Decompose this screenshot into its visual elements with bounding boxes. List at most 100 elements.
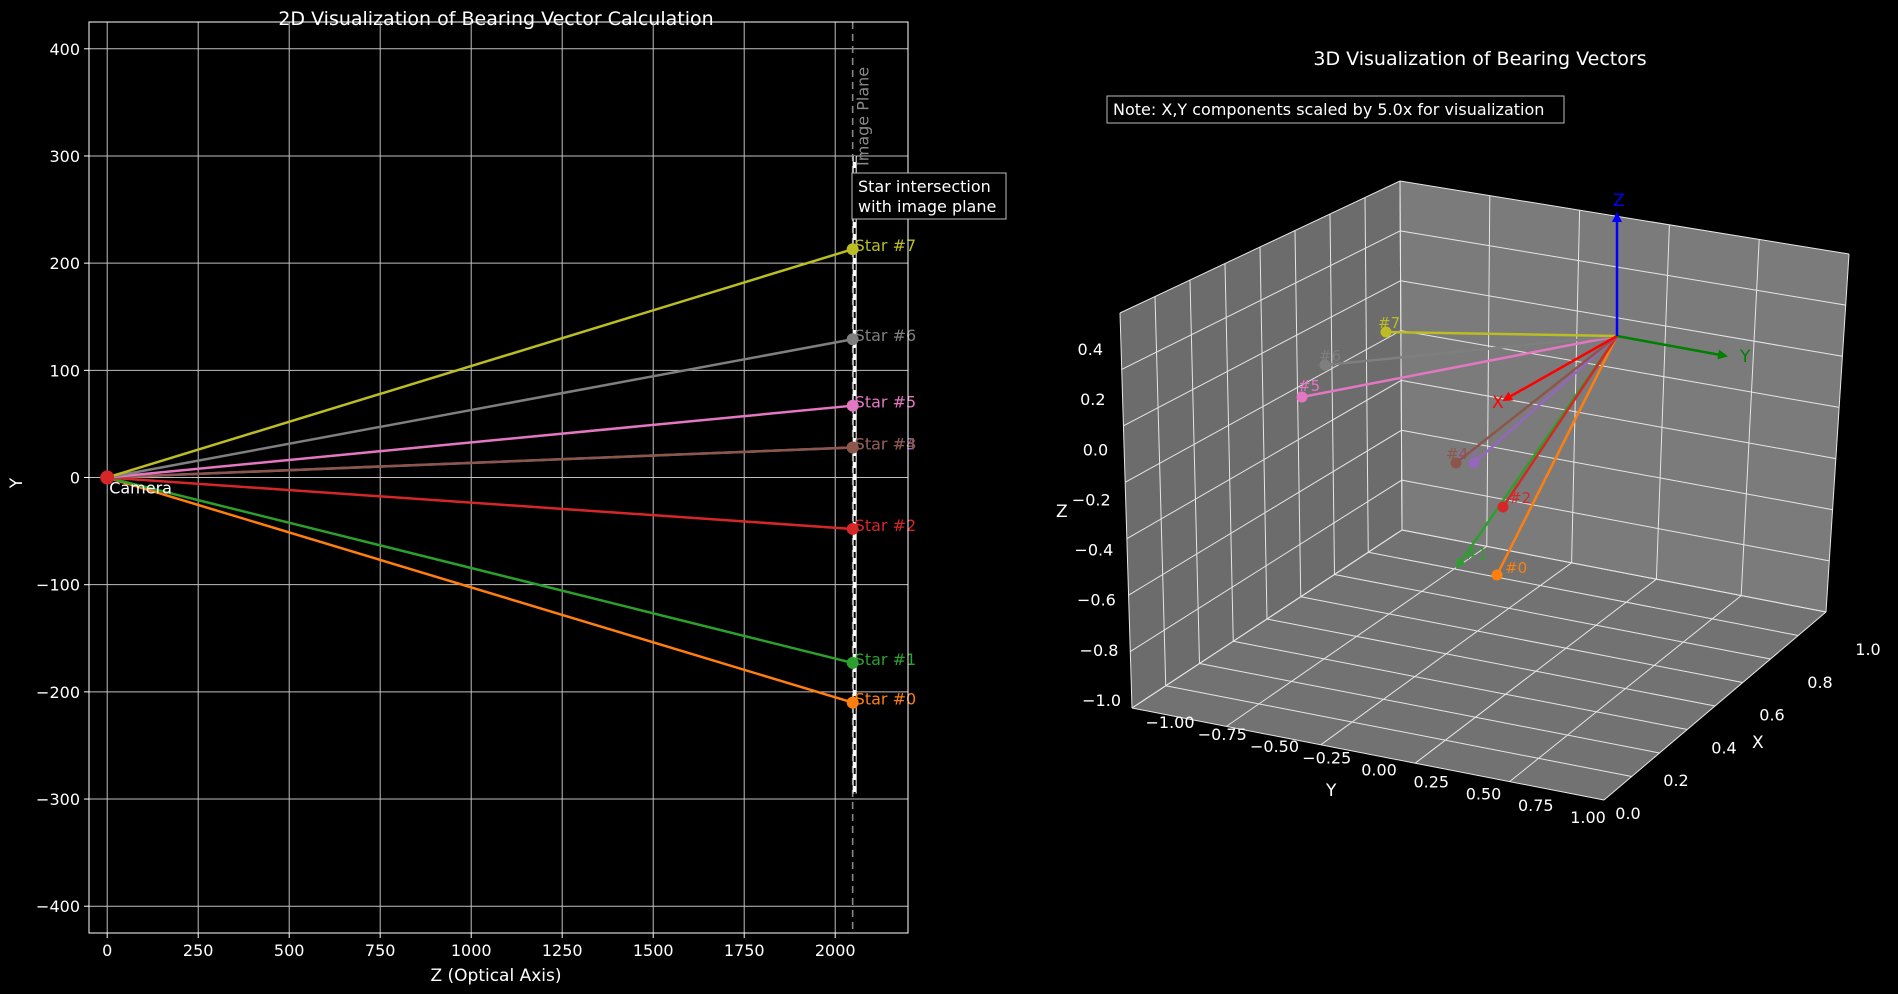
bearing-vector: [1473, 335, 1618, 464]
grid-line-x-floor: [1226, 545, 1488, 727]
z-tick-label-3d: 0.0: [1083, 440, 1108, 459]
y-tick-label-3d: 0.50: [1466, 784, 1502, 803]
x-tick-label: 1750: [724, 941, 765, 960]
bearing-vector: [1301, 334, 1618, 399]
axis-arrow: [1616, 334, 1728, 360]
y-tick-label-3d: −0.75: [1198, 725, 1247, 744]
ticks-3d: −1.00−0.75−0.50−0.250.000.250.500.751.00…: [1072, 340, 1881, 827]
y-tick-label: −400: [36, 897, 80, 916]
star-label: Star #3: [855, 434, 916, 453]
y-tick-label: 100: [49, 361, 80, 380]
x-tick-label: 1500: [633, 941, 674, 960]
note-frame: [1106, 95, 1565, 124]
x-tick-label: 0: [102, 941, 112, 960]
annotation-line: with image plane: [858, 197, 996, 216]
x-tick-label: 250: [183, 941, 214, 960]
star-ray: [107, 476, 853, 531]
grid-line-x-floor: [1603, 611, 1827, 801]
y-tick-label-3d: 1.00: [1570, 808, 1606, 827]
bearing-vector-point: [1296, 391, 1308, 403]
y-tick-label-3d: 0.25: [1413, 772, 1449, 791]
camera-label: Camera: [109, 479, 172, 498]
z-tick-label-3d: −0.8: [1080, 641, 1119, 660]
x-tick-label-3d: 1.0: [1855, 640, 1880, 659]
star-ray: [106, 476, 854, 704]
grid-line-z-left: [1130, 479, 1402, 652]
grid-line-y-floor: [1199, 663, 1660, 754]
z-tick-label-3d: −0.4: [1074, 541, 1113, 560]
bearing-vector-point: [1450, 457, 1462, 469]
grid-line-x-floor: [1414, 578, 1657, 764]
axes-frame-2d: [88, 21, 909, 934]
axis-arrow: [1502, 334, 1618, 402]
grid-line-y-floor: [1368, 551, 1799, 636]
star-label: Star #6: [855, 326, 916, 345]
grid-line-y-wall: [1259, 246, 1268, 620]
bearing-vector: [1495, 335, 1619, 576]
star-ray: [106, 338, 853, 479]
note-text: Note: X,Y components scaled by 5.0x for …: [1113, 100, 1544, 119]
grid-line-z-back: [1400, 280, 1843, 357]
grid-line-z-left: [1128, 429, 1402, 596]
grid-line-y-wall: [1364, 197, 1369, 553]
y-tick-label-3d: −1.00: [1145, 713, 1194, 732]
grid-line-z-left: [1123, 280, 1401, 427]
axis-arrow-label: X: [1492, 393, 1504, 413]
x-axis-label-2d: Z (Optical Axis): [430, 966, 561, 986]
y-tick-label-3d: 0.75: [1518, 796, 1554, 815]
grid-line-z-left: [1124, 330, 1402, 483]
y-tick-label-3d: 0.00: [1361, 761, 1397, 780]
grid-line-y-floor: [1233, 640, 1688, 730]
annotation-line: Star intersection: [858, 177, 991, 196]
x-tick-label-3d: 0.6: [1759, 706, 1784, 725]
pane-back: [1400, 181, 1849, 612]
grid-line-y-wall: [1189, 279, 1200, 664]
y-tick-label: −100: [36, 576, 80, 595]
bearing-vector-point: [1319, 359, 1331, 371]
grid-line-y-floor: [1300, 596, 1743, 683]
grid-line-z-left: [1126, 379, 1402, 540]
x-tick-label-3d: 0.8: [1807, 673, 1832, 692]
star-label: Star #2: [855, 516, 916, 535]
x-tick-label: 750: [365, 941, 396, 960]
grid-line-x-wall: [1655, 224, 1670, 580]
y-axis-label-2d: Y: [7, 477, 27, 489]
star-point: [846, 656, 859, 669]
panes-3d: [1119, 180, 1850, 801]
bearing-vector: [1501, 335, 1619, 508]
grid-line-x-wall: [1825, 253, 1850, 613]
y-tick-label: 400: [49, 40, 80, 59]
star-ray: [107, 404, 853, 479]
bearing-vector: [1385, 330, 1618, 338]
chart-title-2d: 2D Visualization of Bearing Vector Calcu…: [278, 8, 713, 30]
grid-line-x-wall: [1399, 180, 1403, 531]
grid-line-y-wall: [1329, 213, 1335, 575]
y-tick-label-3d: −0.50: [1250, 737, 1299, 756]
grid-line-z-back: [1400, 330, 1840, 408]
grid-line-x-floor: [1509, 595, 1742, 782]
bearing-vector: [1455, 335, 1618, 464]
star-ray: [107, 446, 853, 479]
grid-line-z-back: [1401, 429, 1833, 511]
grid-line-z-left: [1121, 230, 1401, 370]
z-tick-label-3d: 0.4: [1078, 340, 1103, 359]
z-axis-label-3d: Z: [1056, 502, 1068, 522]
y-tick-label-3d: −0.25: [1302, 749, 1351, 768]
x-axis-label-3d: X: [1752, 733, 1764, 753]
plot-3d: 3D Visualization of Bearing Vectors Note…: [1056, 48, 1881, 827]
grid-line-y-wall: [1294, 230, 1302, 597]
star-label: Star #7: [855, 236, 916, 255]
grid-line-z-left: [1131, 529, 1403, 709]
grid-line-z-left: [1119, 180, 1401, 314]
bearing-vector-point: [1468, 457, 1480, 469]
bearing-vector-point: [1491, 569, 1503, 581]
star-point: [846, 333, 859, 346]
z-tick-label-3d: −0.2: [1072, 490, 1111, 509]
star-point: [846, 696, 859, 709]
z-tick-label-3d: 0.2: [1080, 390, 1105, 409]
grid-line-y-floor: [1165, 685, 1632, 777]
bearing-vector-label: #7: [1378, 314, 1400, 332]
bearing-vector-point: [1497, 501, 1509, 513]
star-point: [846, 441, 859, 454]
